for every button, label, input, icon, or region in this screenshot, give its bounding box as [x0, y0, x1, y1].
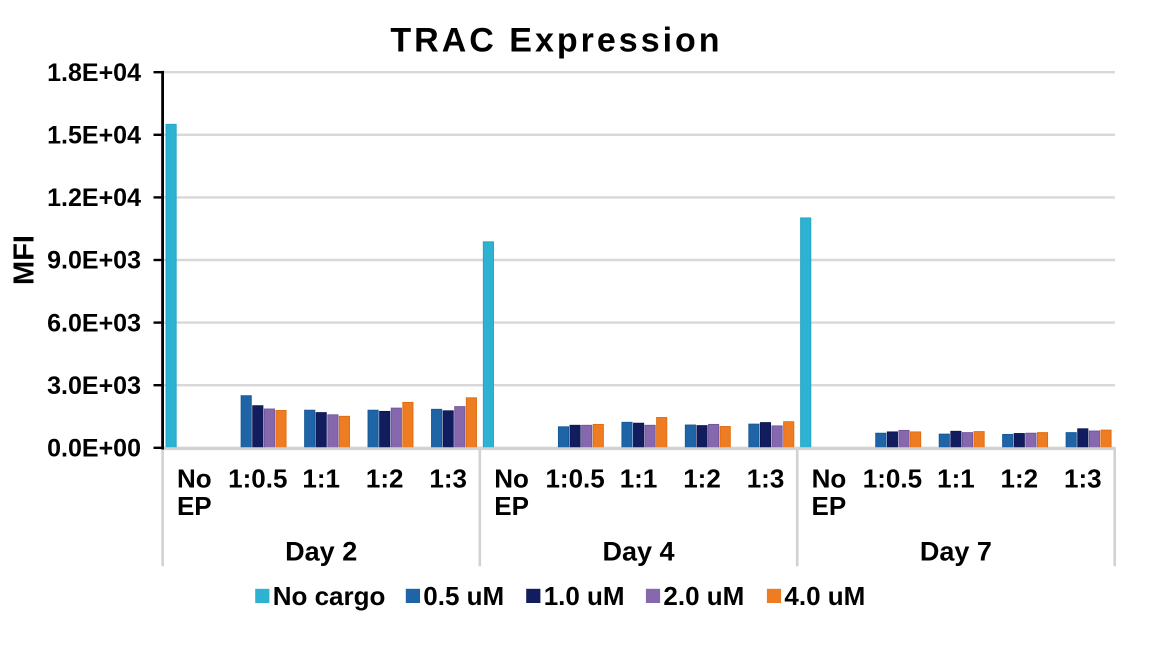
- svg-text:9.0E+03: 9.0E+03: [47, 247, 141, 275]
- svg-text:1:0.5: 1:0.5: [863, 463, 922, 493]
- svg-text:1.5E+04: 1.5E+04: [47, 122, 141, 150]
- svg-text:1:1: 1:1: [302, 463, 340, 493]
- svg-text:1:1: 1:1: [937, 463, 975, 493]
- svg-text:EP: EP: [812, 491, 847, 521]
- svg-text:6.0E+03: 6.0E+03: [47, 309, 141, 337]
- svg-text:1:0.5: 1:0.5: [228, 463, 287, 493]
- svg-text:1:2: 1:2: [1001, 463, 1039, 493]
- svg-text:EP: EP: [177, 491, 212, 521]
- svg-text:1:0.5: 1:0.5: [545, 463, 604, 493]
- svg-text:TRAC Expression: TRAC Expression: [390, 21, 722, 59]
- svg-text:No: No: [812, 463, 847, 493]
- svg-text:No: No: [177, 463, 212, 493]
- svg-text:EP: EP: [494, 491, 529, 521]
- svg-text:0.5 uM: 0.5 uM: [423, 581, 504, 611]
- svg-text:No: No: [494, 463, 529, 493]
- svg-text:0.0E+00: 0.0E+00: [47, 435, 141, 463]
- svg-text:1:3: 1:3: [747, 463, 785, 493]
- svg-text:4.0 uM: 4.0 uM: [784, 581, 865, 611]
- svg-text:MFI: MFI: [9, 235, 41, 285]
- svg-text:Day 7: Day 7: [920, 537, 992, 567]
- svg-text:Day 4: Day 4: [602, 537, 674, 567]
- svg-text:2.0 uM: 2.0 uM: [663, 581, 744, 611]
- svg-text:1:1: 1:1: [620, 463, 658, 493]
- svg-text:No cargo: No cargo: [273, 581, 386, 611]
- svg-text:3.0E+03: 3.0E+03: [47, 372, 141, 400]
- svg-text:1:3: 1:3: [1064, 463, 1102, 493]
- svg-text:1:2: 1:2: [366, 463, 404, 493]
- svg-text:1.2E+04: 1.2E+04: [47, 184, 141, 212]
- svg-text:1:3: 1:3: [429, 463, 467, 493]
- svg-text:1.8E+04: 1.8E+04: [47, 59, 141, 87]
- svg-text:1:2: 1:2: [683, 463, 721, 493]
- svg-text:Day 2: Day 2: [285, 537, 357, 567]
- svg-text:1.0 uM: 1.0 uM: [544, 581, 625, 611]
